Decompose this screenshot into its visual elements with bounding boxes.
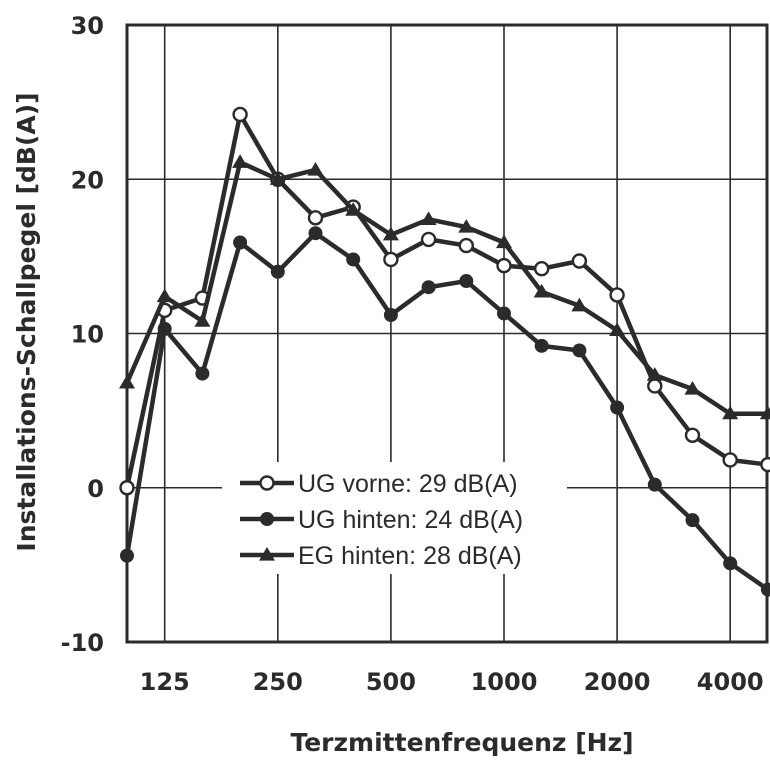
data-point [232, 154, 249, 168]
data-point [120, 548, 134, 563]
data-point [572, 343, 587, 358]
series-line [124, 230, 770, 592]
legend-item: UG vorne: 29 dB(A) [240, 470, 518, 498]
data-point [345, 202, 362, 216]
data-point [156, 288, 173, 303]
data-point [421, 280, 436, 295]
data-point [420, 211, 437, 225]
data-point [496, 234, 512, 249]
legend-item: EG hinten: 28 dB(A) [240, 542, 522, 570]
data-point [610, 400, 625, 415]
legend-item: UG hinten: 24 dB(A) [240, 506, 523, 534]
data-point [260, 512, 274, 526]
data-point [119, 374, 135, 389]
data-point [420, 231, 437, 248]
data-point [307, 161, 324, 176]
data-point [609, 322, 626, 337]
data-point [647, 378, 663, 394]
data-point [534, 261, 550, 277]
legend: UG vorne: 29 dB(A) UG hinten: 24 dB(A) EG … [222, 462, 567, 574]
data-point [571, 253, 588, 269]
grid [127, 25, 767, 642]
legend-label: UG hinten: 24 dB(A) [298, 506, 523, 534]
y-tick-label: 10 [71, 321, 104, 349]
data-point [232, 106, 248, 123]
series-layer [119, 106, 770, 597]
data-point [571, 297, 588, 312]
data-point [383, 251, 399, 268]
y-tick-label: -10 [61, 629, 104, 657]
y-tick-label: 30 [71, 12, 104, 40]
series-line [124, 112, 769, 489]
data-point [157, 321, 172, 336]
data-point [685, 513, 700, 528]
series-filled-circle [120, 226, 770, 597]
data-point [722, 405, 739, 420]
series-open-circle [119, 106, 770, 496]
data-point [647, 477, 662, 492]
data-point [269, 171, 286, 185]
data-point [459, 274, 474, 289]
legend-label: UG vorne: 29 dB(A) [298, 470, 518, 498]
legend-label: EG hinten: 28 dB(A) [298, 542, 522, 570]
y-axis-ticks: 30 20 10 0 -10 [61, 12, 104, 657]
series-line [124, 160, 768, 416]
data-point [496, 257, 512, 274]
plot-frame [125, 23, 769, 644]
data-point [497, 306, 511, 321]
data-point [270, 264, 285, 279]
data-point [382, 226, 399, 241]
data-point [533, 283, 550, 298]
y-axis-title: Installations-Schallpegel [dB(A)] [12, 92, 41, 551]
x-axis-ticks: 125 250 500 1000 2000 4000 [140, 668, 764, 696]
data-point [684, 427, 701, 444]
data-point [233, 235, 248, 250]
y-tick-label: 0 [87, 475, 104, 503]
data-point [534, 338, 549, 353]
x-tick-label: 125 [140, 668, 190, 696]
data-point [346, 252, 361, 267]
data-point [722, 452, 738, 468]
x-tick-label: 1000 [471, 668, 538, 696]
data-point [307, 210, 324, 226]
data-point [194, 313, 211, 327]
x-axis-title: Terzmittenfrequenz [Hz] [290, 728, 633, 757]
data-point [259, 475, 275, 491]
data-point [308, 226, 323, 241]
data-point [609, 287, 625, 303]
x-tick-label: 2000 [584, 668, 651, 696]
data-point [760, 456, 770, 473]
y-tick-label: 20 [71, 166, 104, 194]
data-point [684, 381, 701, 395]
x-tick-label: 4000 [697, 668, 764, 696]
data-point [646, 367, 663, 381]
data-point [119, 480, 135, 496]
x-tick-label: 250 [253, 668, 303, 696]
x-tick-label: 500 [366, 668, 416, 696]
data-point [723, 556, 738, 571]
data-point [759, 405, 770, 420]
data-point [458, 219, 475, 233]
data-point [458, 237, 474, 254]
data-point [195, 366, 210, 381]
data-point [383, 307, 398, 322]
data-point [760, 582, 770, 597]
data-point [259, 547, 275, 561]
series-triangle [119, 154, 770, 420]
